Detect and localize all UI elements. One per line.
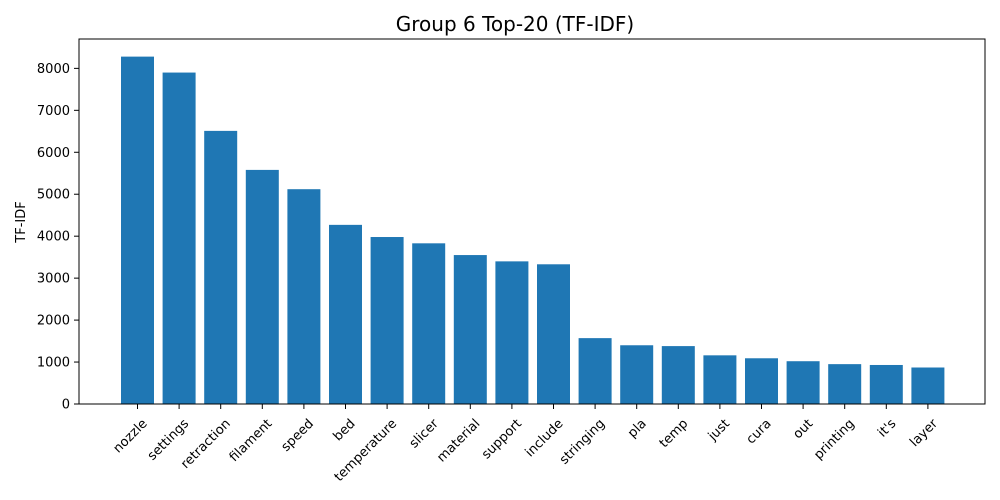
bar-temperature: [370, 237, 404, 404]
bar-speed: [287, 189, 321, 404]
y-tick-label: 8000: [37, 62, 70, 77]
y-tick-label: 6000: [37, 146, 70, 161]
bar-pla: [620, 345, 654, 404]
x-tick-label: out: [790, 416, 816, 442]
axes-frame: [78, 38, 986, 405]
plot-area: 0 1000 2000 3000 4000 5000 6000 7000 8000 nozzle s…: [37, 38, 986, 485]
x-tick-label: printing: [811, 416, 857, 462]
bar-layer: [911, 367, 945, 404]
y-tick-label: 0: [62, 398, 70, 413]
x-tick-label: stringing: [557, 416, 608, 467]
x-tick-label: it's: [875, 416, 899, 440]
bar-settings: [162, 72, 196, 404]
y-axis-label: TF-IDF: [14, 201, 29, 243]
bar-cura: [745, 358, 778, 404]
x-tick-label: filament: [227, 416, 276, 465]
bar-bed: [329, 224, 362, 404]
chart-title: Group 6 Top-20 (TF-IDF): [396, 12, 634, 36]
bar-out: [786, 361, 820, 404]
bar-stringing: [578, 338, 612, 404]
y-tick-label: 3000: [37, 272, 70, 287]
bar-include: [537, 264, 570, 404]
x-tick-label: just: [705, 416, 733, 444]
y-tick-label: 5000: [37, 188, 70, 203]
bar-retraction: [204, 130, 238, 404]
x-tick-label: material: [434, 416, 483, 465]
bar-temp: [661, 346, 695, 404]
bar-just: [703, 355, 737, 404]
bar-support: [495, 261, 529, 404]
y-tick-label: 7000: [37, 104, 70, 119]
y-tick-label: 2000: [37, 314, 70, 329]
x-tick-label: pla: [625, 416, 650, 441]
bar-slicer: [412, 243, 446, 404]
bar-it-s: [869, 364, 903, 404]
bar-filament: [245, 169, 279, 404]
bar-material: [453, 255, 487, 404]
x-tick-label: cura: [744, 416, 775, 447]
x-tick-label: support: [479, 416, 525, 462]
x-tick-label: layer: [907, 416, 941, 450]
y-tick-label: 4000: [37, 230, 70, 245]
y-tick-label: 1000: [37, 356, 70, 371]
x-tick-label: bed: [331, 416, 359, 444]
x-tick-label: temp: [657, 416, 692, 451]
bar-nozzle: [121, 56, 154, 405]
x-tick-label: speed: [279, 416, 317, 454]
bar-printing: [828, 364, 862, 404]
x-tick-label: slicer: [407, 416, 442, 451]
x-tick-label: nozzle: [111, 416, 151, 456]
